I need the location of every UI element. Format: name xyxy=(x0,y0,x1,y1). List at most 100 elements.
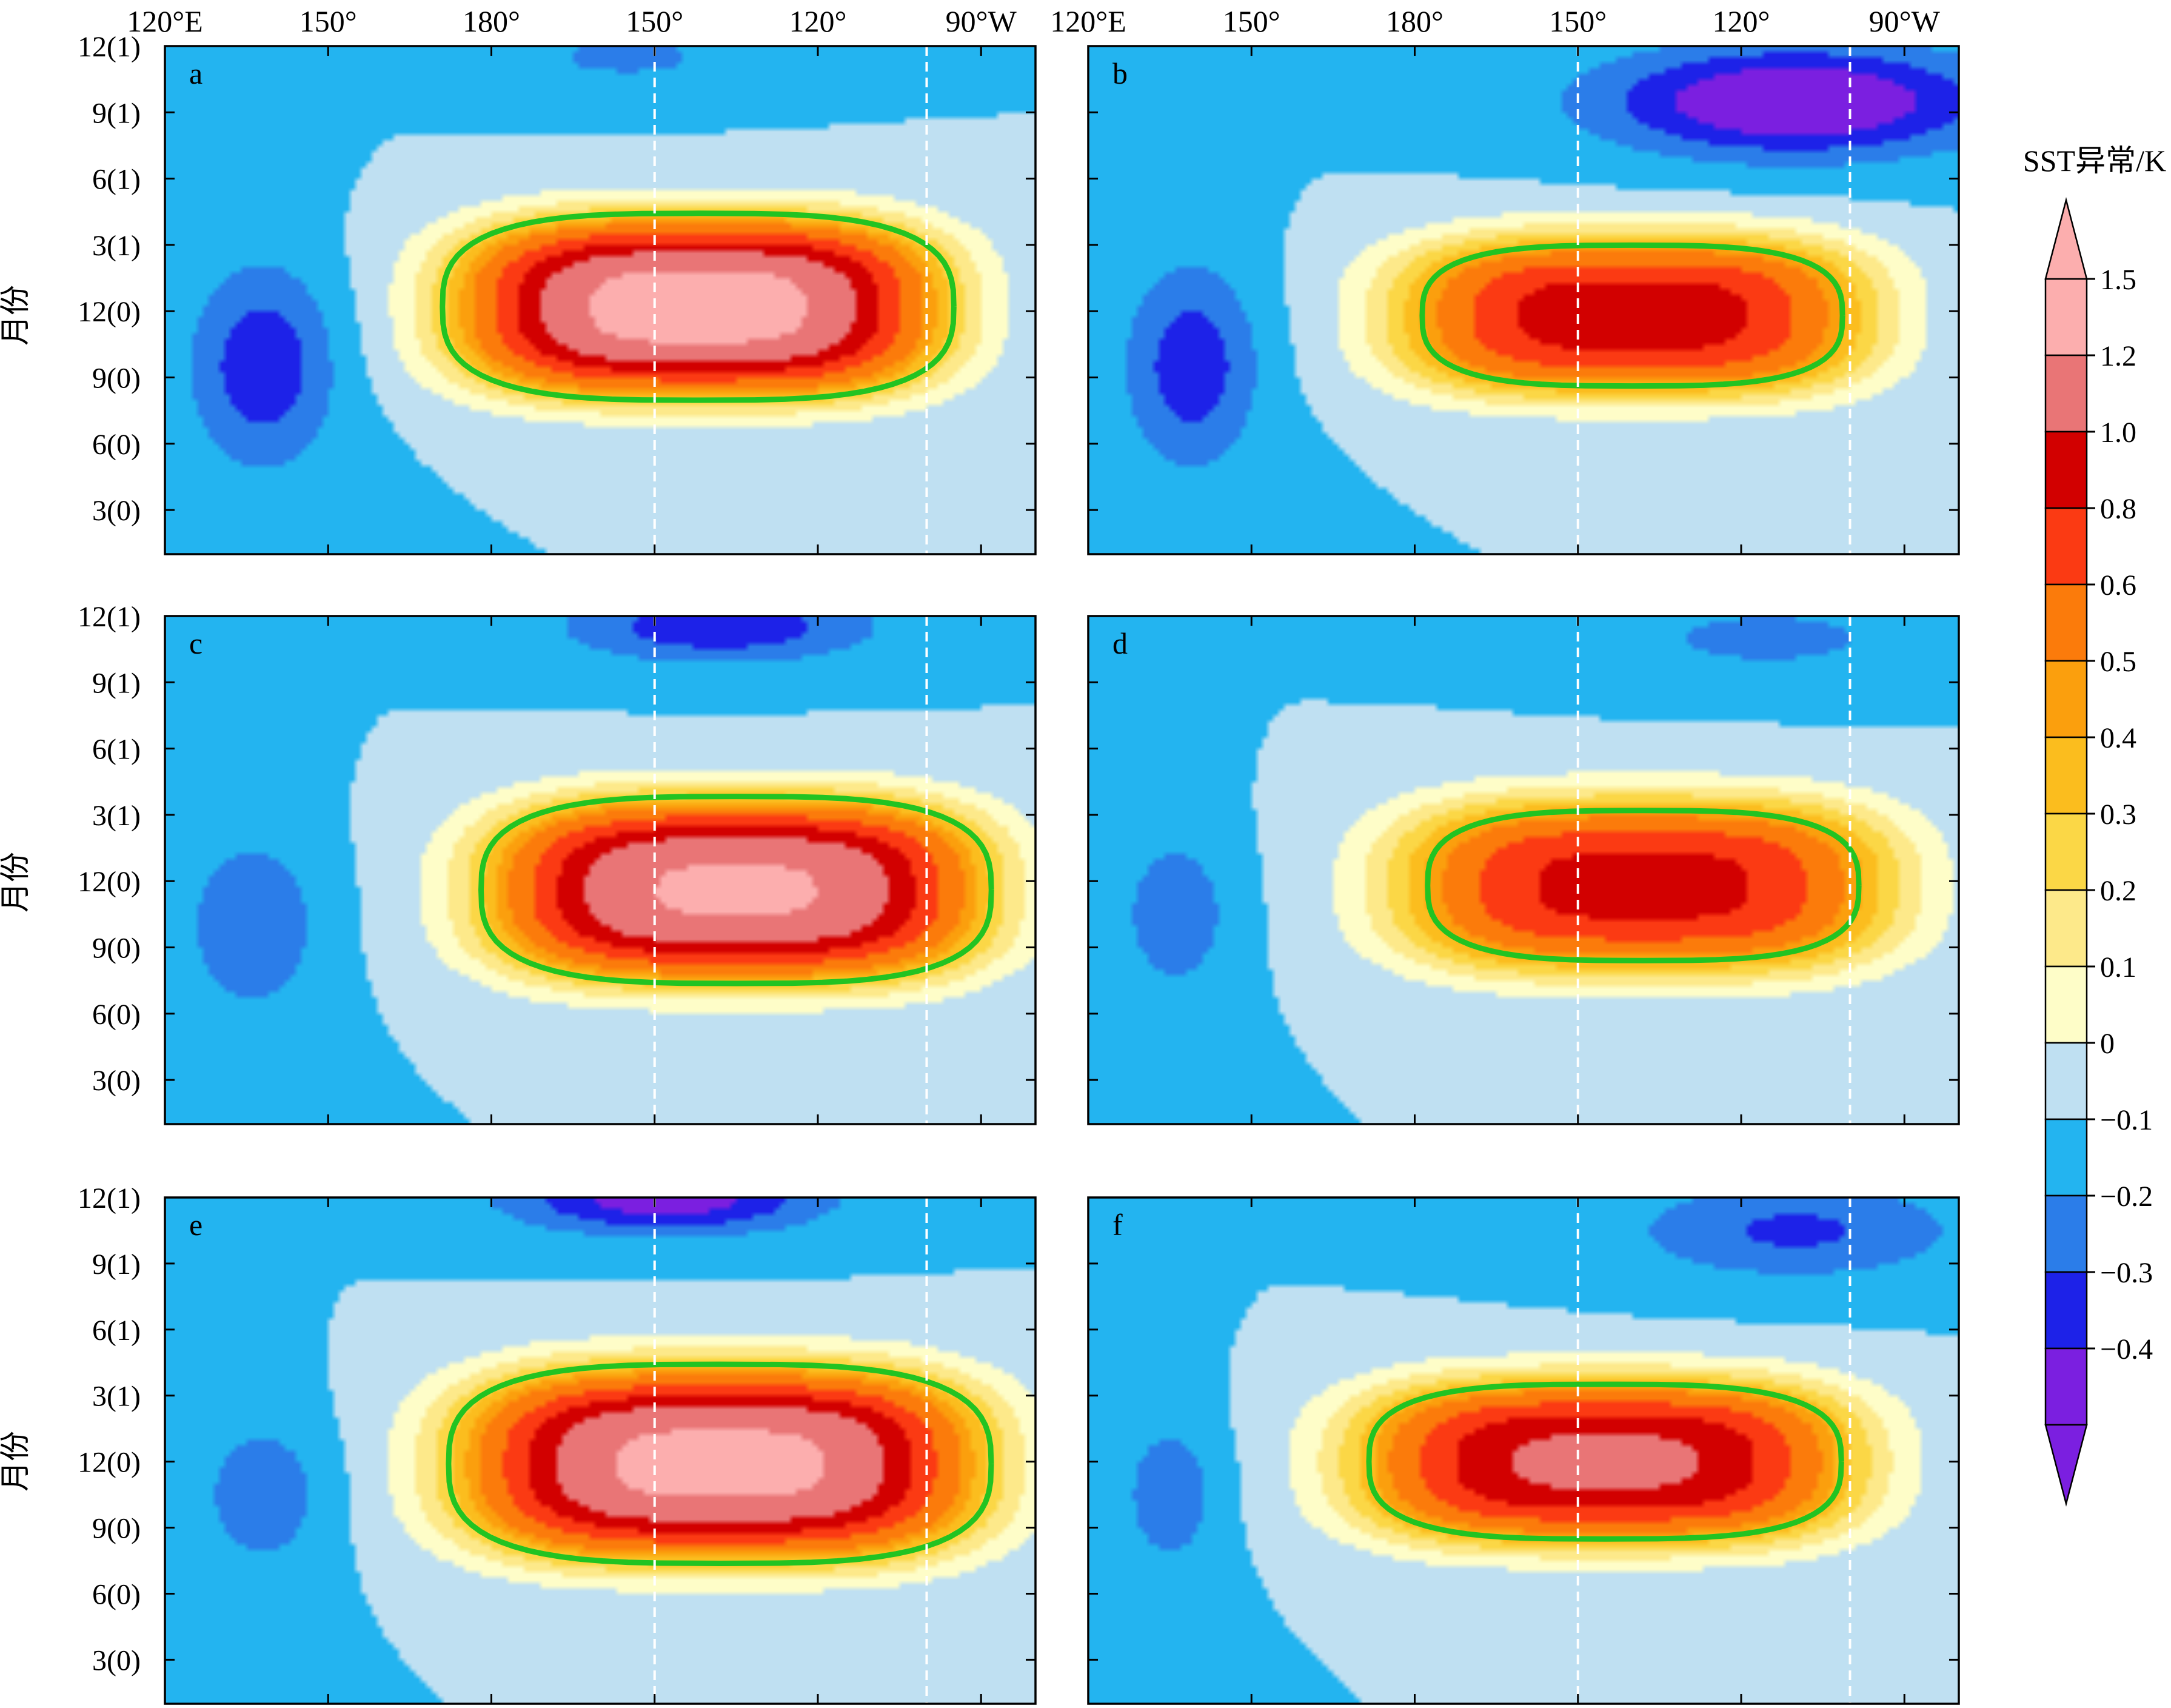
colorbar-title: SST异常/K xyxy=(2023,144,2166,178)
x-tick-label: 180° xyxy=(1386,4,1443,38)
y-tick-label: 12(0) xyxy=(78,1447,141,1479)
y-tick-label: 12(1) xyxy=(78,601,141,633)
colorbar-segment xyxy=(2044,1042,2088,1120)
panel-label-f: f xyxy=(1112,1208,1123,1242)
contour-0.5-e xyxy=(446,1361,994,1566)
x-tick-label: 120°E xyxy=(127,4,203,38)
y-tick-label: 3(1) xyxy=(92,1381,141,1413)
y-tick-label: 9(0) xyxy=(92,933,141,965)
colorbar-segment xyxy=(2044,1347,2088,1426)
y-tick-label: 9(1) xyxy=(92,667,141,699)
colorbar-bottom-arrow xyxy=(2044,1424,2088,1507)
colorbar-segment xyxy=(2044,507,2088,586)
x-tick-label: 150° xyxy=(1223,4,1280,38)
y-tick-label: 12(0) xyxy=(78,296,141,328)
y-tick-label: 9(1) xyxy=(92,1248,141,1281)
frame-c xyxy=(164,615,1037,1125)
heatmap-field-e xyxy=(165,1197,1035,1704)
frame-b xyxy=(1087,45,1960,555)
panel-container: a b c d e f xyxy=(164,45,1960,1705)
colorbar-tick-label: 0.3 xyxy=(2100,799,2136,831)
colorbar-segment xyxy=(2044,278,2088,357)
y-tick-label: 12(1) xyxy=(78,1182,141,1214)
panel-a: a xyxy=(164,45,1037,555)
colorbar-segment xyxy=(2044,1271,2088,1350)
colorbar-tick-label: −0.1 xyxy=(2100,1104,2153,1136)
heatmap-field-b xyxy=(1088,46,1959,554)
colorbar-segment xyxy=(2044,660,2088,738)
heatmap-field-c xyxy=(165,616,1035,1124)
x-tick-label: 120°E xyxy=(1050,4,1126,38)
y-tick-label: 9(0) xyxy=(92,363,141,395)
x-tick-label: 150° xyxy=(1549,4,1607,38)
y-tick-label: 6(1) xyxy=(92,1314,141,1347)
colorbar-top-arrow xyxy=(2044,197,2088,280)
panel-label-c: c xyxy=(189,626,202,660)
panel-label-d: d xyxy=(1112,626,1128,660)
frame-e xyxy=(164,1196,1037,1705)
colorbar-segment xyxy=(2044,430,2088,509)
contour-0.5-b xyxy=(1419,242,1845,389)
colorbar-segment xyxy=(2044,889,2088,968)
colorbar-segment xyxy=(2044,1118,2088,1197)
y-tick-label: 6(0) xyxy=(92,1578,141,1610)
x-tick-label: 120° xyxy=(789,4,847,38)
colorbar-tick-label: 0.4 xyxy=(2100,722,2136,754)
frame-d xyxy=(1087,615,1960,1125)
contour-0.5-d xyxy=(1425,808,1862,963)
y-tick-label: 12(0) xyxy=(78,866,141,898)
panel-e: e xyxy=(164,1196,1037,1705)
colorbar-segment xyxy=(2044,965,2088,1044)
frame-f xyxy=(1087,1196,1960,1705)
colorbar-tick-label: 0.5 xyxy=(2100,646,2136,678)
y-tick-label: 3(0) xyxy=(92,1065,141,1097)
colorbar-tick-label: −0.4 xyxy=(2100,1333,2153,1365)
y-tick-label: 3(0) xyxy=(92,1644,141,1676)
heatmap-field-d xyxy=(1088,616,1959,1124)
y-tick-label: 3(1) xyxy=(92,800,141,832)
panel-b: b xyxy=(1087,45,1960,555)
colorbar-tick-label: 0.8 xyxy=(2100,493,2136,525)
y-tick-label: 6(1) xyxy=(92,164,141,196)
y-tick-label: 9(1) xyxy=(92,97,141,129)
panel-c: c xyxy=(164,615,1037,1125)
contour-0.5-a xyxy=(440,210,957,403)
frame-a xyxy=(164,45,1037,555)
heatmap-field-f xyxy=(1088,1197,1959,1704)
y-tick-label: 6(0) xyxy=(92,429,141,461)
x-tick-label: 120° xyxy=(1713,4,1770,38)
colorbar-tick-label: 0 xyxy=(2100,1028,2115,1060)
panel-f: f xyxy=(1087,1196,1960,1705)
x-tick-labels: 120°E 150° 180° 150° 120° 90°W 120°E 150° 180° 15… xyxy=(127,4,1940,38)
colorbar-tick-label: 0.6 xyxy=(2100,569,2136,601)
y-tick-label: 6(1) xyxy=(92,734,141,766)
colorbar-segment xyxy=(2044,812,2088,891)
y-tick-label: 6(0) xyxy=(92,999,141,1031)
colorbar-tick-label: −0.3 xyxy=(2100,1257,2153,1289)
x-tick-label: 150° xyxy=(626,4,683,38)
colorbar-tick-label: 0.2 xyxy=(2100,875,2136,907)
colorbar-segment xyxy=(2044,583,2088,662)
colorbar-tick-label: 0.1 xyxy=(2100,951,2136,983)
heatmap-field-a xyxy=(165,46,1035,554)
contour-0.5-c xyxy=(478,794,994,986)
y-axis-title-row2: 月份 xyxy=(0,852,32,913)
colorbar-segment xyxy=(2044,1194,2088,1273)
panel-label-a: a xyxy=(189,56,202,90)
colorbar: SST异常/K 1.5 1.2 1.0 0.8 0.6 0.5 0.4 0.3 0.2 0.1 0 −… xyxy=(2023,144,2166,1507)
panel-label-e: e xyxy=(189,1208,202,1242)
x-tick-label: 90°W xyxy=(1869,4,1941,38)
colorbar-tick-label: 1.2 xyxy=(2100,340,2136,372)
y-tick-label: 12(1) xyxy=(78,31,141,63)
panel-label-b: b xyxy=(1112,56,1128,90)
contour-0.5-f xyxy=(1366,1381,1844,1542)
x-tick-label: 180° xyxy=(463,4,520,38)
y-tick-label: 9(0) xyxy=(92,1513,141,1545)
x-tick-label: 90°W xyxy=(946,4,1017,38)
y-tick-label: 3(0) xyxy=(92,495,141,527)
colorbar-tick-label: 1.5 xyxy=(2100,264,2136,296)
colorbar-segment xyxy=(2044,354,2088,433)
y-axis-title-row1: 月份 xyxy=(0,285,32,346)
y-tick-label: 3(1) xyxy=(92,230,141,262)
